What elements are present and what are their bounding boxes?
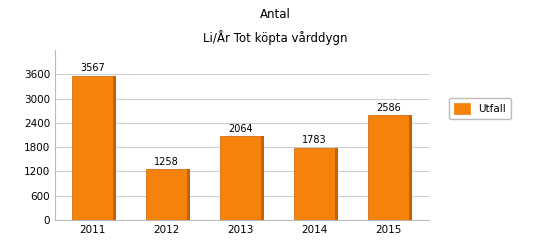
Text: Antal: Antal — [260, 8, 290, 20]
Text: 1783: 1783 — [302, 136, 327, 145]
Text: 3567: 3567 — [80, 63, 104, 73]
Bar — [187, 169, 190, 220]
Bar — [368, 115, 409, 220]
Bar — [261, 136, 264, 220]
Bar — [72, 76, 113, 220]
Bar — [409, 115, 412, 220]
Bar — [113, 76, 116, 220]
Text: Li/År Tot köpta vårddygn: Li/År Tot köpta vårddygn — [203, 30, 347, 45]
Legend: Utfall: Utfall — [449, 98, 512, 119]
Bar — [294, 148, 335, 220]
Text: 2586: 2586 — [376, 103, 401, 113]
Bar — [335, 148, 338, 220]
Bar — [220, 136, 261, 220]
Text: 1258: 1258 — [154, 157, 179, 167]
Bar — [146, 169, 187, 220]
Text: 2064: 2064 — [228, 124, 253, 134]
